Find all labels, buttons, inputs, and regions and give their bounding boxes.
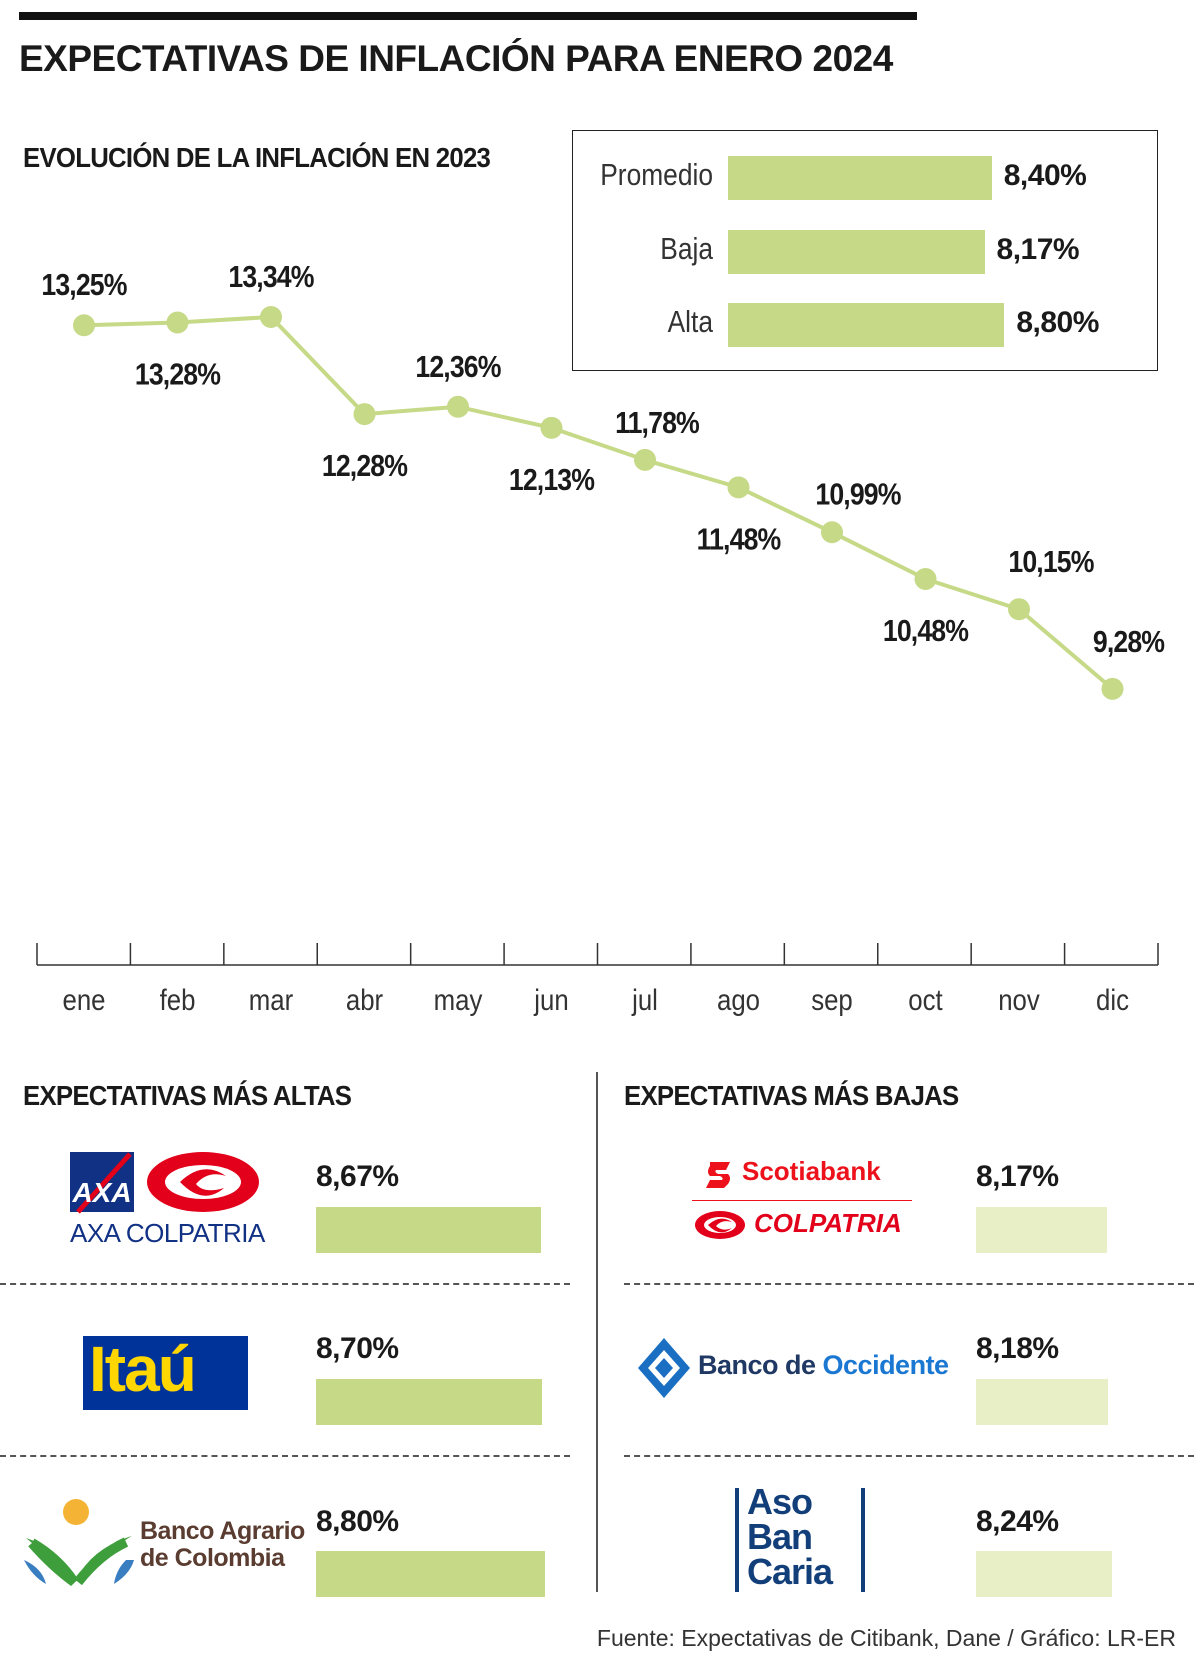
data-point [634,448,656,471]
line-chart-title: EVOLUCIÓN DE LA INFLACIÓN EN 2023 [23,142,491,173]
data-label: 11,48% [697,523,781,557]
bank-bar-scotiabank [976,1207,1107,1253]
occidente-word-a: Banco de [698,1350,823,1380]
data-point [73,314,95,337]
data-label: 10,99% [815,477,900,511]
data-point [260,306,282,328]
x-tick-label: abr [346,983,383,1016]
x-tick-label: oct [908,983,943,1016]
x-tick-label: feb [160,983,196,1016]
data-point [821,521,843,544]
colpatria-wordmark: COLPATRIA [754,1208,902,1238]
page-title: EXPECTATIVAS DE INFLACIÓN PARA ENERO 202… [19,38,893,79]
bank-value-asobancaria: 8,24% [976,1505,1059,1538]
data-label: 13,25% [41,268,126,302]
high-expectations-title: EXPECTATIVAS MÁS ALTAS [23,1080,352,1111]
data-label: 9,28% [1093,625,1164,659]
row-divider [0,1283,570,1285]
x-tick-label: jul [631,983,658,1016]
data-point [166,311,189,334]
data-point [914,567,937,590]
bank-value-axa: 8,67% [316,1160,399,1193]
x-tick-label: sep [811,983,853,1016]
asobancaria-line3: Caria [747,1551,833,1592]
axa-colpatria-logo: AXA AXA COLPATRIA [68,1150,268,1250]
summary-value-promedio: 8,40% [1003,159,1087,192]
x-tick-label: may [434,983,483,1016]
colpatria-swirl-icon [694,1210,746,1240]
bank-value-itau: 8,70% [316,1332,399,1365]
bank-bar-agrario [316,1551,545,1597]
series-line [83,315,1114,691]
banco-agrario-line2: de Colombia [140,1544,285,1572]
data-label: 12,36% [415,350,500,384]
itau-logo: Itaú [83,1333,248,1410]
x-tick-label: mar [249,983,293,1016]
row-divider [0,1455,570,1457]
source-note: Fuente: Expectativas de Citibank, Dane /… [596,1625,1176,1651]
x-tick-label: ago [717,983,760,1016]
asobancaria-line2: Ban [747,1516,813,1557]
axa-colpatria-wordmark: AXA COLPATRIA [70,1218,265,1248]
x-tick-label: nov [998,983,1040,1016]
asobancaria-line1: Aso [747,1481,813,1522]
bank-value-occidente: 8,18% [976,1332,1059,1365]
scotiabank-colpatria-logo: Scotiabank COLPATRIA [692,1156,912,1258]
row-divider [624,1455,1194,1457]
column-divider [596,1072,598,1592]
banco-de-occidente-logo: Banco de Occidente [636,1336,966,1400]
data-point [353,403,376,426]
summary-label-alta: Alta [667,304,713,339]
line-chart: ene feb mar abr may jun jul ago sep oct nov dic 13,2… [36,260,1165,1016]
data-label: 10,48% [883,614,968,648]
data-label: 11,78% [615,406,699,440]
x-tick-label: jun [533,983,568,1016]
low-expectations-title: EXPECTATIVAS MÁS BAJAS [624,1080,959,1111]
summary-bar-alta [728,303,1005,347]
bank-bar-asobancaria [976,1551,1112,1597]
asobancaria-logo: Aso Ban Caria [735,1484,865,1594]
banco-agrario-line1: Banco Agrario [140,1517,305,1545]
data-label: 12,28% [322,449,407,483]
scotiabank-s-icon [702,1158,736,1192]
occidente-diamond-icon [638,1338,690,1398]
summary-label-baja: Baja [660,231,713,266]
summary-box: Promedio 8,40% Baja 8,17% Alta 8,80% [572,130,1158,371]
bank-value-scotiabank: 8,17% [976,1160,1059,1193]
bank-bar-itau [316,1379,543,1425]
itau-wordmark: Itaú [89,1333,197,1405]
summary-bar-promedio [728,156,992,200]
data-label: 13,28% [135,358,220,392]
scotiabank-wordmark: Scotiabank [742,1156,881,1186]
bank-bar-occidente [976,1379,1108,1425]
x-tick-label: dic [1096,983,1129,1016]
x-tick-label: ene [62,983,105,1016]
banco-agrario-logo: Banco Agrario de Colombia [22,1498,312,1588]
summary-value-alta: 8,80% [1016,306,1099,339]
data-point [540,416,563,439]
summary-value-baja: 8,17% [996,233,1080,266]
svg-text:AXA: AXA [71,1177,131,1208]
data-label: 13,34% [228,260,313,294]
data-point [727,476,750,499]
bank-bar-axa [316,1207,542,1253]
title-rule [19,12,917,20]
summary-label-promedio: Promedio [600,157,713,192]
row-divider [624,1283,1194,1285]
occidente-word-b: Occidente [822,1350,950,1380]
summary-bar-baja [728,230,985,274]
data-point [1101,677,1124,700]
data-label: 10,15% [1008,545,1093,579]
bank-value-agrario: 8,80% [316,1505,399,1538]
data-label: 12,13% [509,463,594,497]
data-point [447,395,469,418]
data-point [1008,598,1030,621]
